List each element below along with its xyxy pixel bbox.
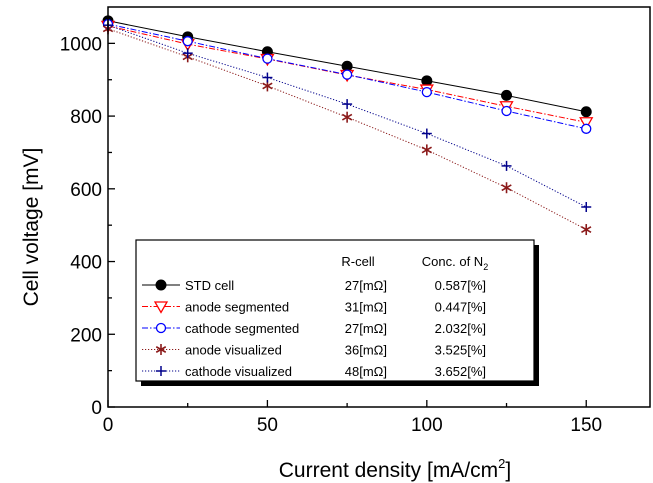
series-3 [102,23,592,236]
x-tick-label: 100 [411,415,443,436]
legend-swatch-marker [156,366,166,376]
series-line [107,28,587,230]
x-tick-label: 50 [257,415,278,436]
data-point [579,117,594,130]
data-point [501,182,512,194]
legend-row: cathode visualized 48[mΩ] 3.652[%] [142,364,486,379]
data-point [581,123,592,134]
x-axis-title-tail: ] [505,459,511,482]
legend-header-conc-sub: 2 [483,262,488,272]
legend-rcell-value: 36[mΩ] [345,343,387,358]
legend-row: cathode segmented 27[mΩ] 2.032[%] [142,321,486,336]
y-tick-label: 200 [70,325,102,346]
legend-conc-value: 2.032[%] [435,321,486,336]
x-axis-title-sup: 2 [498,456,505,471]
data-point [421,144,432,156]
legend-swatch-marker [155,322,167,334]
data-point [182,48,193,59]
legend-rcell-value: 31[mΩ] [345,300,387,315]
legend-series-name: anode visualized [185,343,282,358]
data-point [262,72,273,83]
axes: 0 50 100 150 0 200 400 600 800 1000 [60,6,651,436]
legend-swatch-marker [153,301,169,314]
legend-header-conc-main: Conc. of N [422,254,483,269]
legend-series-name: anode segmented [185,300,289,315]
legend-box [135,239,535,382]
legend-conc-value: 3.652[%] [435,364,486,379]
data-point [581,202,592,212]
x-tick-label: 0 [103,415,114,436]
data-point [501,160,512,171]
legend-row: anode segmented 31[mΩ] 0.447[%] [142,300,486,315]
y-tick-label: 800 [70,107,102,128]
legend-header-rcell: R-cell [341,254,374,269]
data-point [580,106,592,118]
data-point [421,86,432,98]
data-point [342,99,353,110]
y-tick-label: 0 [91,398,102,419]
plot-area [100,15,594,236]
plot-frame [107,6,651,408]
data-point [421,128,432,139]
legend-rcell-value: 48[mΩ] [345,364,387,379]
data-point [341,111,353,123]
legend-swatch-marker [155,344,167,355]
data-point [501,89,513,101]
legend-series-name: cathode segmented [185,321,299,336]
data-point [262,53,273,64]
y-tick-label: 1000 [60,34,102,55]
legend-series-name: STD cell [185,278,234,293]
legend-row: STD cell 27[mΩ] 0.587[%] [142,278,486,293]
data-point [421,75,433,87]
legend-row: anode visualized 36[mΩ] 3.525[%] [142,343,486,358]
legend-rcell-value: 27[mΩ] [345,278,387,293]
data-point [501,105,512,117]
x-tick-label: 150 [570,415,602,436]
legend-conc-value: 0.447[%] [435,300,486,315]
x-axis-title-main: Current density [mA/cm [279,459,498,482]
data-point [341,69,353,80]
legend-conc-value: 3.525[%] [435,343,486,358]
y-tick-label: 400 [70,253,102,274]
legend-rcell-value: 27[mΩ] [345,321,387,336]
legend-conc-value: 0.587[%] [435,278,486,293]
series-4 [103,20,592,212]
data-point [182,36,193,47]
y-axis-title: Cell voltage [mV] [20,148,43,307]
x-axis-title: Current density [mA/cm2] [279,456,511,482]
legend-header-conc: Conc. of N2 [422,254,488,272]
y-tick-label: 600 [70,180,102,201]
legend: R-cell Conc. of N2 STD cell 27[mΩ] 0.587[%] a… [135,239,539,386]
legend-swatch-marker [155,279,167,291]
data-point [581,224,592,236]
legend-series-name: cathode visualized [185,364,292,379]
